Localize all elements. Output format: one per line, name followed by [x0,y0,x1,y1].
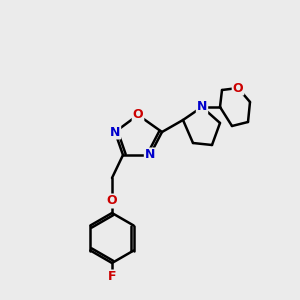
Text: O: O [107,194,117,208]
Text: N: N [197,100,207,113]
Text: O: O [233,82,243,94]
Text: F: F [108,271,116,284]
Text: N: N [110,125,120,139]
Text: O: O [133,109,143,122]
Text: N: N [145,148,155,161]
